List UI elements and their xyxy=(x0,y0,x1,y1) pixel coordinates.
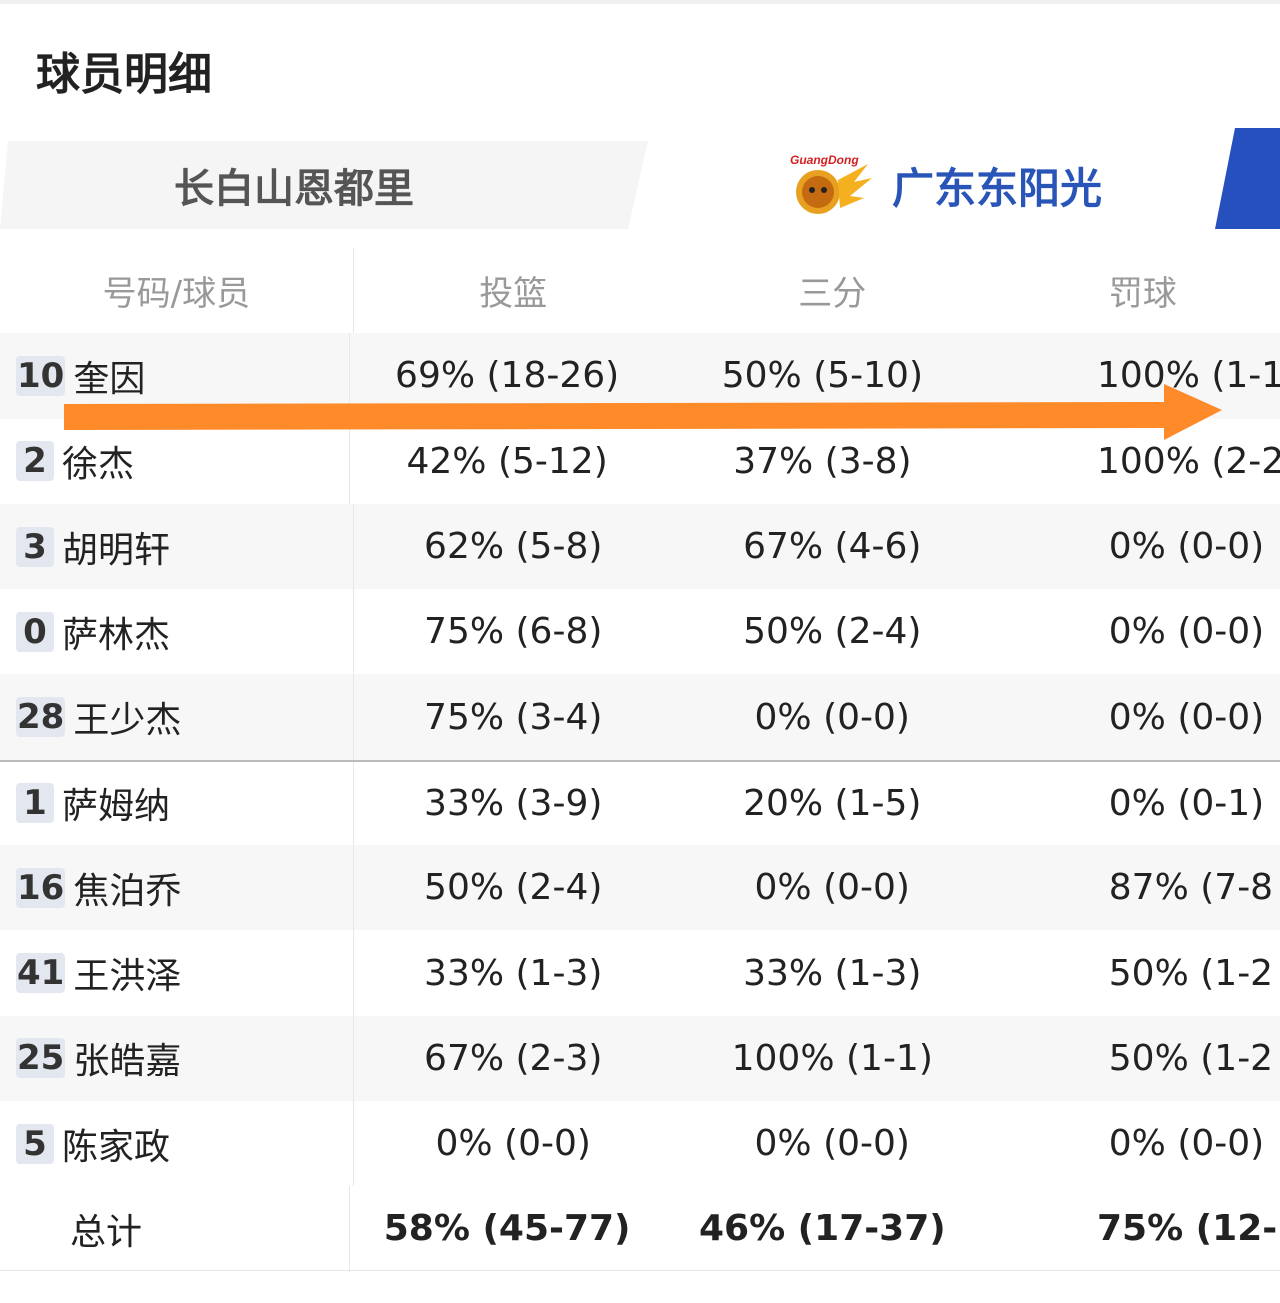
table-row[interactable]: 0 萨林杰 75% (6-8) 50% (2-4) 0% (0-0) xyxy=(0,589,1280,675)
team-logo-icon: GuangDong xyxy=(790,153,872,214)
table-row[interactable]: 41 王洪泽 33% (1-3) 33% (1-3) 50% (1-2 xyxy=(0,930,1280,1016)
total-ft: 75% (12-1 xyxy=(1096,1208,1280,1250)
fg-cell: 75% (6-8) xyxy=(424,611,603,653)
3pt-cell: 0% (0-0) xyxy=(754,1123,910,1165)
ft-cell: 0% (0-0) xyxy=(1108,611,1265,653)
bottom-divider xyxy=(0,1270,1280,1271)
player-stats-table: 号码/球员 投篮 三分 罚球 10 奎因 69% (18-26) 50% (5-1… xyxy=(0,248,1280,1272)
3pt-cell: 0% (0-0) xyxy=(754,867,910,909)
jersey-number: 1 xyxy=(16,783,54,824)
fg-cell: 62% (5-8) xyxy=(424,526,603,568)
tab-team-left[interactable]: 长白山恩都里 xyxy=(0,141,648,229)
table-row[interactable]: 28 王少杰 75% (3-4) 0% (0-0) 0% (0-0) xyxy=(0,674,1280,760)
total-3pt: 46% (17-37) xyxy=(698,1208,946,1250)
ft-cell: 0% (0-0) xyxy=(1108,1123,1265,1165)
ft-cell: 0% (0-0) xyxy=(1108,696,1265,738)
jersey-number: 16 xyxy=(16,867,66,908)
jersey-number: 25 xyxy=(16,1038,66,1079)
fg-cell: 33% (1-3) xyxy=(424,952,603,994)
total-fg: 58% (45-77) xyxy=(383,1208,631,1250)
ft-cell: 87% (7-8 xyxy=(1108,867,1274,909)
fg-cell: 67% (2-3) xyxy=(424,1037,603,1079)
ft-cell: 100% (2-2 xyxy=(1096,440,1280,482)
table-row[interactable]: 16 焦泊乔 50% (2-4) 0% (0-0) 87% (7-8 xyxy=(0,845,1280,931)
header-ft: 罚球 xyxy=(1108,274,1177,315)
team-left-name: 长白山恩都里 xyxy=(174,166,414,212)
page-title: 球员明细 xyxy=(36,49,212,100)
player-name[interactable]: 萨林杰 xyxy=(62,614,171,656)
3pt-cell: 0% (0-0) xyxy=(754,696,910,738)
table-row[interactable]: 3 胡明轩 62% (5-8) 67% (4-6) 0% (0-0) xyxy=(0,503,1280,590)
svg-text:GuangDong: GuangDong xyxy=(790,153,859,167)
table-row[interactable]: 1 萨姆纳 33% (3-9) 20% (1-5) 0% (0-1) xyxy=(0,759,1280,846)
ft-cell: 50% (1-2 xyxy=(1108,1037,1274,1079)
total-label: 总计 xyxy=(70,1211,143,1253)
player-name[interactable]: 陈家政 xyxy=(62,1126,171,1168)
jersey-number: 28 xyxy=(16,697,66,738)
3pt-cell: 100% (1-1) xyxy=(731,1037,933,1079)
blue-tab-edge xyxy=(1215,128,1280,229)
player-name[interactable]: 张皓嘉 xyxy=(73,1041,182,1083)
fg-cell: 69% (18-26) xyxy=(395,355,620,397)
player-name[interactable]: 奎因 xyxy=(73,358,146,400)
jersey-number: 3 xyxy=(16,526,54,567)
3pt-cell: 50% (2-4) xyxy=(743,611,922,653)
orange-arrow-icon xyxy=(64,384,1222,440)
table-row[interactable]: 2 徐杰 42% (5-12) 37% (3-8) 100% (2-2 xyxy=(0,418,1280,504)
jersey-number: 41 xyxy=(16,953,66,994)
table-row[interactable]: 5 陈家政 0% (0-0) 0% (0-0) 0% (0-0) xyxy=(0,1100,1280,1187)
jersey-number: 2 xyxy=(16,441,54,482)
player-name[interactable]: 王洪泽 xyxy=(73,956,182,998)
jersey-number: 10 xyxy=(16,355,66,396)
table-row[interactable]: 25 张皓嘉 67% (2-3) 100% (1-1) 50% (1-2 xyxy=(0,1015,1280,1101)
ft-cell: 0% (0-0) xyxy=(1108,526,1265,568)
jersey-number: 0 xyxy=(16,611,54,652)
tab-team-right[interactable]: GuangDong 广东东阳光 xyxy=(788,141,1102,229)
3pt-cell: 33% (1-3) xyxy=(743,952,922,994)
total-row: 总计 58% (45-77) 46% (17-37) 75% (12-1 xyxy=(0,1186,1280,1272)
ft-cell: 0% (0-1) xyxy=(1108,782,1265,824)
fg-cell: 0% (0-0) xyxy=(435,1123,591,1165)
player-name[interactable]: 焦泊乔 xyxy=(73,870,182,912)
3pt-cell: 20% (1-5) xyxy=(743,782,922,824)
top-divider xyxy=(0,0,1280,4)
ft-cell: 100% (1-1 xyxy=(1096,355,1280,397)
table-header: 号码/球员 投篮 三分 罚球 xyxy=(0,248,1280,334)
3pt-cell: 37% (3-8) xyxy=(733,440,912,482)
fg-cell: 50% (2-4) xyxy=(424,867,603,909)
3pt-cell: 50% (5-10) xyxy=(721,355,923,397)
3pt-cell: 67% (4-6) xyxy=(743,526,922,568)
jersey-number: 5 xyxy=(16,1123,54,1164)
header-3pt: 三分 xyxy=(798,274,867,315)
fg-cell: 75% (3-4) xyxy=(424,696,603,738)
fg-cell: 33% (3-9) xyxy=(424,782,603,824)
ft-cell: 50% (1-2 xyxy=(1108,952,1274,994)
header-player: 号码/球员 xyxy=(0,248,354,334)
player-name[interactable]: 胡明轩 xyxy=(62,529,171,571)
fg-cell: 42% (5-12) xyxy=(406,440,608,482)
player-name[interactable]: 王少杰 xyxy=(73,700,182,742)
team-right-name: 广东东阳光 xyxy=(892,163,1103,213)
player-name[interactable]: 萨姆纳 xyxy=(62,786,171,828)
header-fg: 投篮 xyxy=(479,274,548,315)
player-name[interactable]: 徐杰 xyxy=(62,444,135,486)
